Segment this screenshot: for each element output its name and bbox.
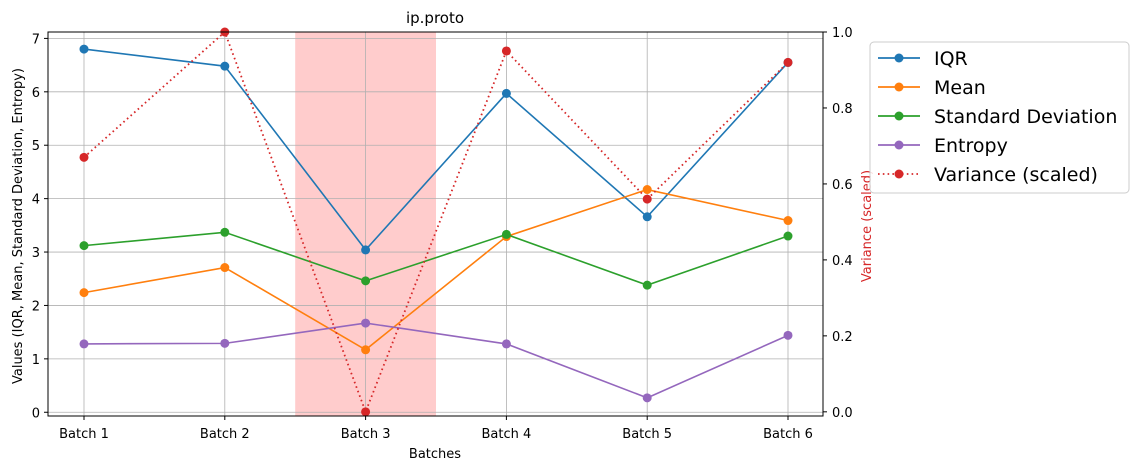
data-point — [642, 185, 652, 195]
legend-label: Mean — [934, 77, 986, 99]
x-tick-label: Batch 6 — [763, 427, 813, 442]
data-point — [501, 229, 511, 239]
data-point — [79, 241, 89, 251]
data-point — [220, 338, 230, 348]
data-point — [79, 339, 89, 349]
data-point — [783, 57, 793, 67]
data-point — [79, 44, 89, 54]
data-point — [79, 288, 89, 298]
series-line — [83, 188, 789, 351]
y-tick-label-right: 0.0 — [832, 406, 853, 421]
y-tick-label-left: 3 — [32, 246, 40, 261]
data-point — [220, 227, 230, 237]
data-point — [642, 280, 652, 290]
axes-layer: Batch 1 Batch 2 Batch 3 Batch 4 Batch 5 Batch… — [32, 26, 853, 442]
series-line — [83, 231, 789, 287]
y-tick-label-left: 4 — [32, 193, 40, 208]
legend-swatch-marker — [894, 111, 904, 121]
x-tick-label: Batch 1 — [59, 427, 109, 442]
data-point — [361, 318, 371, 328]
data-point — [220, 61, 230, 71]
legend-swatch-marker — [894, 140, 904, 150]
data-point — [361, 407, 371, 417]
data-point — [642, 194, 652, 204]
x-tick-label: Batch 2 — [200, 427, 250, 442]
data-point — [783, 330, 793, 340]
data-point — [361, 276, 371, 286]
series-layer — [79, 27, 793, 417]
series-line — [83, 48, 789, 252]
data-point — [783, 216, 793, 226]
data-point — [220, 263, 230, 273]
legend-label: Entropy — [934, 135, 1008, 157]
data-point — [783, 231, 793, 241]
y-tick-label-right: 0.2 — [832, 330, 853, 345]
y-tick-label-right: 0.4 — [832, 254, 853, 269]
data-point — [642, 393, 652, 403]
x-tick-label: Batch 4 — [482, 427, 532, 442]
x-axis-label: Batches — [409, 447, 461, 462]
legend-label: IQR — [934, 48, 968, 70]
data-point — [501, 88, 511, 98]
y-tick-label-right: 0.8 — [832, 102, 853, 117]
series-line — [83, 322, 789, 399]
grid-layer — [48, 32, 823, 416]
legend-swatch-marker — [894, 53, 904, 63]
y-tick-label-left: 2 — [32, 299, 40, 314]
data-point — [361, 245, 371, 255]
y-tick-label-left: 1 — [32, 353, 40, 368]
series-line — [83, 30, 789, 415]
legend: IQR Mean Standard Deviation Entropy Variance… — [869, 41, 1130, 194]
y-axis-label-left: Values (IQR, Mean, Standard Deviation, E… — [11, 68, 26, 384]
y-axis-label-right: Variance (scaled) — [860, 170, 875, 282]
legend-box — [869, 41, 1130, 194]
y-tick-label-left: 5 — [32, 139, 40, 154]
y-tick-label-right: 1.0 — [832, 26, 853, 41]
x-tick-label: Batch 3 — [341, 427, 391, 442]
data-point — [642, 212, 652, 222]
legend-swatch-marker — [894, 82, 904, 92]
x-tick-label: Batch 5 — [622, 427, 672, 442]
y-tick-label-left: 6 — [32, 86, 40, 101]
y-tick-label-right: 0.6 — [832, 178, 853, 193]
data-point — [79, 152, 89, 162]
data-point — [501, 46, 511, 56]
y-tick-label-left: 0 — [32, 406, 40, 421]
chart-title: ip.proto — [406, 9, 464, 27]
data-point — [501, 339, 511, 349]
legend-swatch-marker — [894, 169, 904, 179]
legend-label: Variance (scaled) — [934, 164, 1098, 186]
plot-frame — [47, 31, 824, 417]
y-tick-label-left: 7 — [32, 32, 40, 47]
data-point — [361, 345, 371, 355]
legend-label: Standard Deviation — [934, 106, 1117, 128]
